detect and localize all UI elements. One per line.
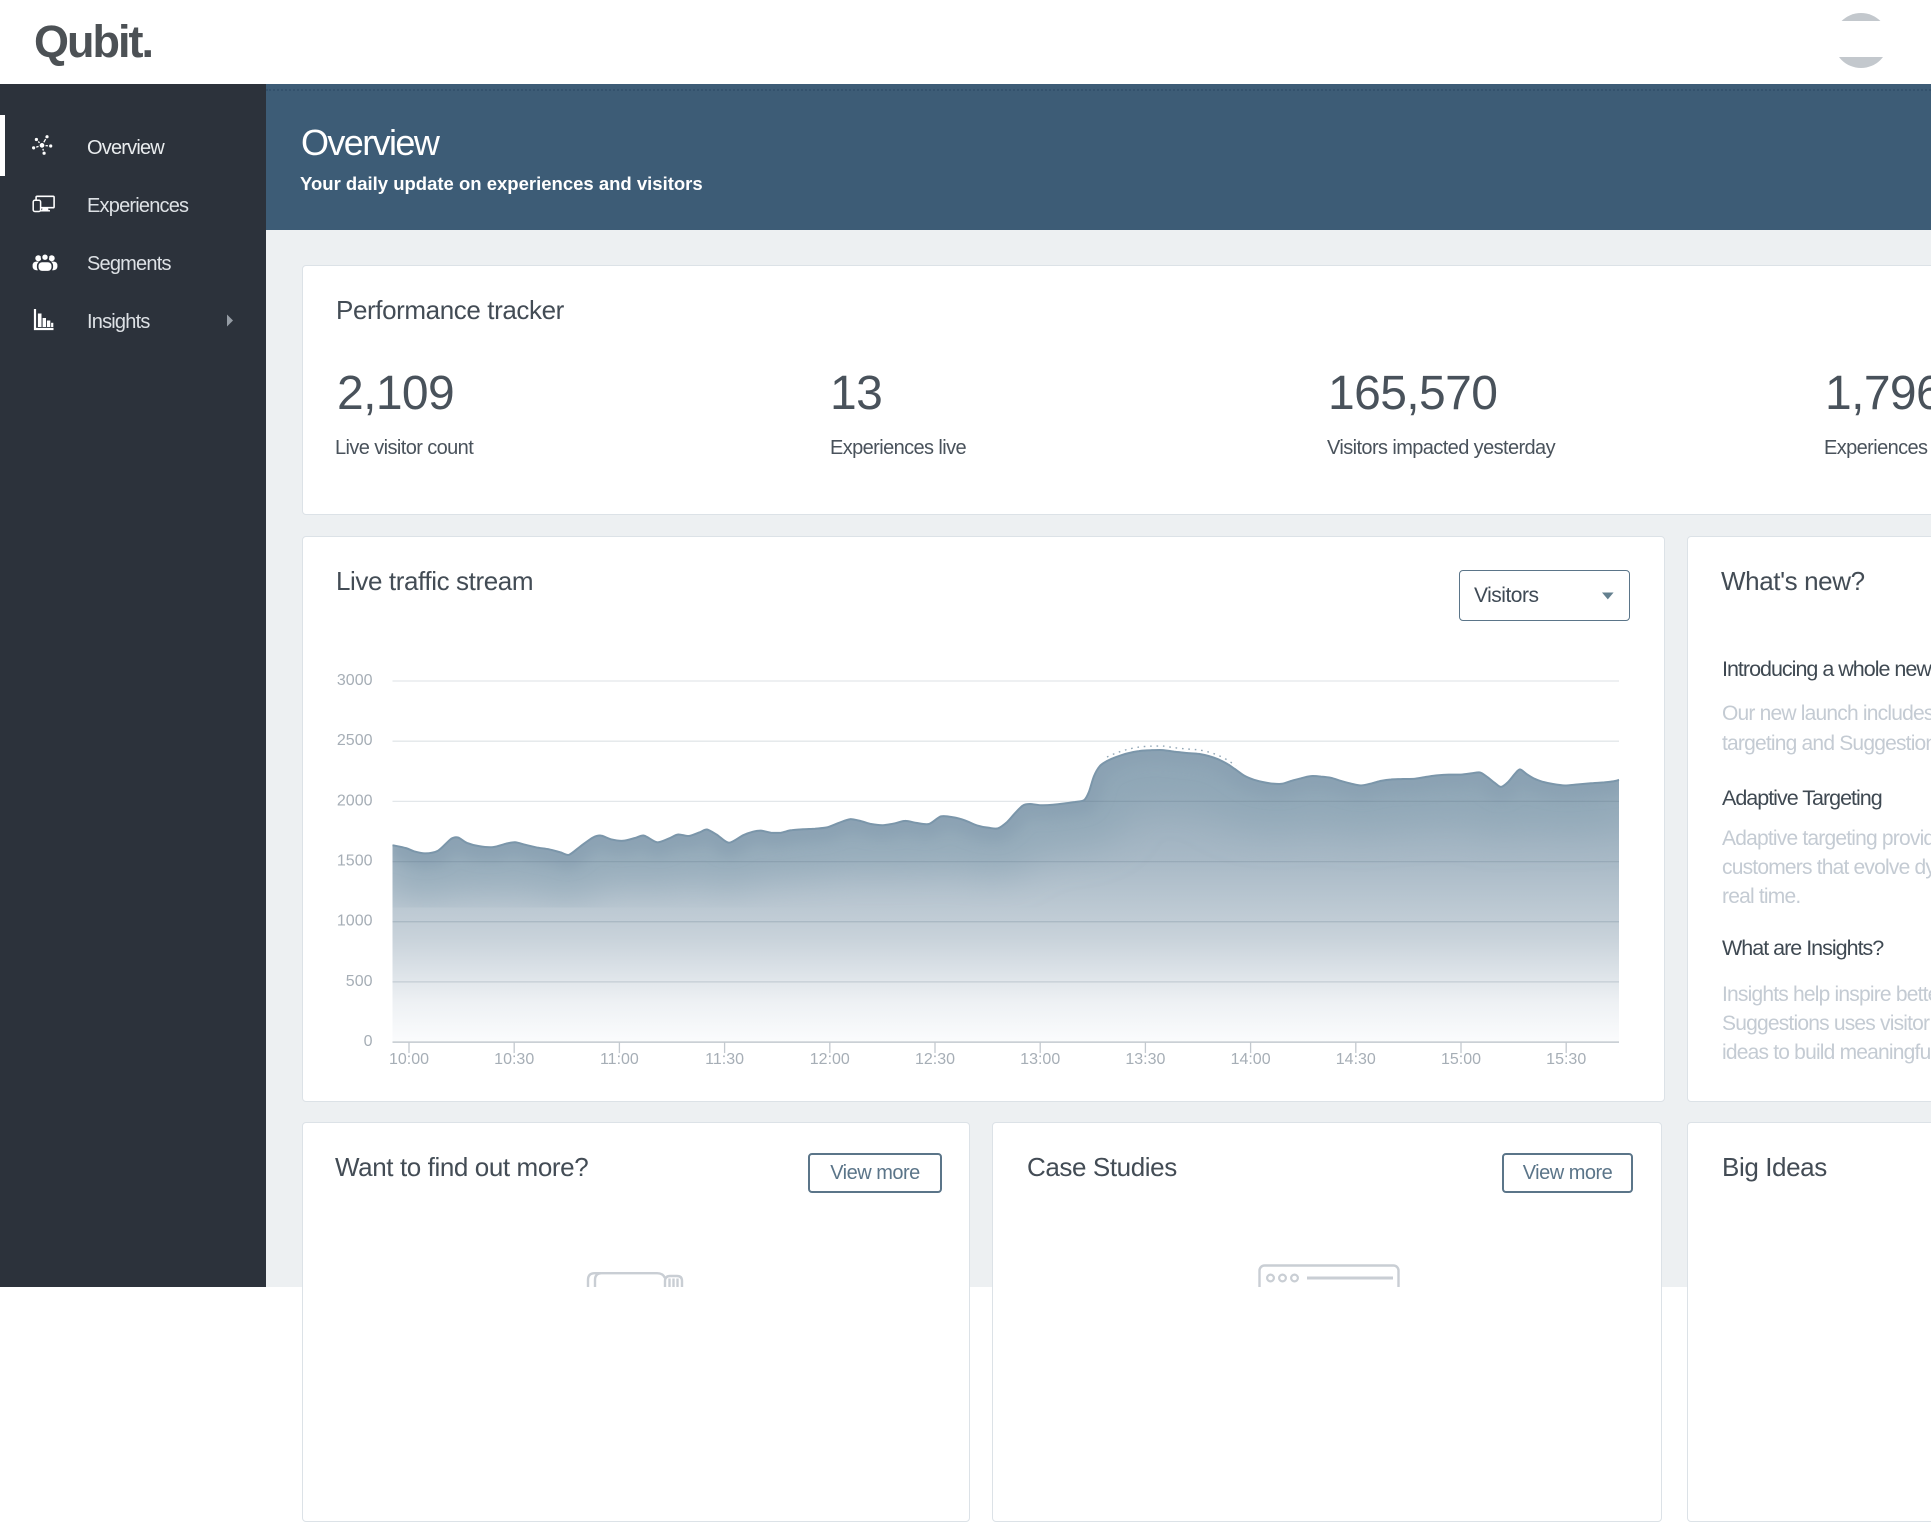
svg-text:2000: 2000: [337, 792, 373, 809]
svg-text:14:30: 14:30: [1336, 1051, 1376, 1068]
svg-text:11:00: 11:00: [600, 1051, 639, 1068]
svg-text:13:00: 13:00: [1020, 1051, 1060, 1068]
svg-text:1500: 1500: [337, 853, 373, 870]
svg-text:0: 0: [364, 1033, 373, 1050]
svg-text:13:30: 13:30: [1125, 1051, 1165, 1068]
svg-text:1000: 1000: [337, 913, 373, 930]
svg-text:500: 500: [346, 973, 373, 990]
svg-text:12:30: 12:30: [915, 1051, 955, 1068]
svg-text:12:00: 12:00: [810, 1051, 850, 1068]
svg-text:15:00: 15:00: [1441, 1051, 1481, 1068]
svg-text:14:00: 14:00: [1231, 1051, 1271, 1068]
svg-text:15:30: 15:30: [1546, 1051, 1586, 1068]
svg-text:11:30: 11:30: [705, 1051, 744, 1068]
svg-text:2500: 2500: [337, 732, 373, 749]
svg-text:3000: 3000: [337, 672, 373, 689]
svg-text:10:00: 10:00: [389, 1051, 429, 1068]
svg-text:10:30: 10:30: [494, 1051, 534, 1068]
